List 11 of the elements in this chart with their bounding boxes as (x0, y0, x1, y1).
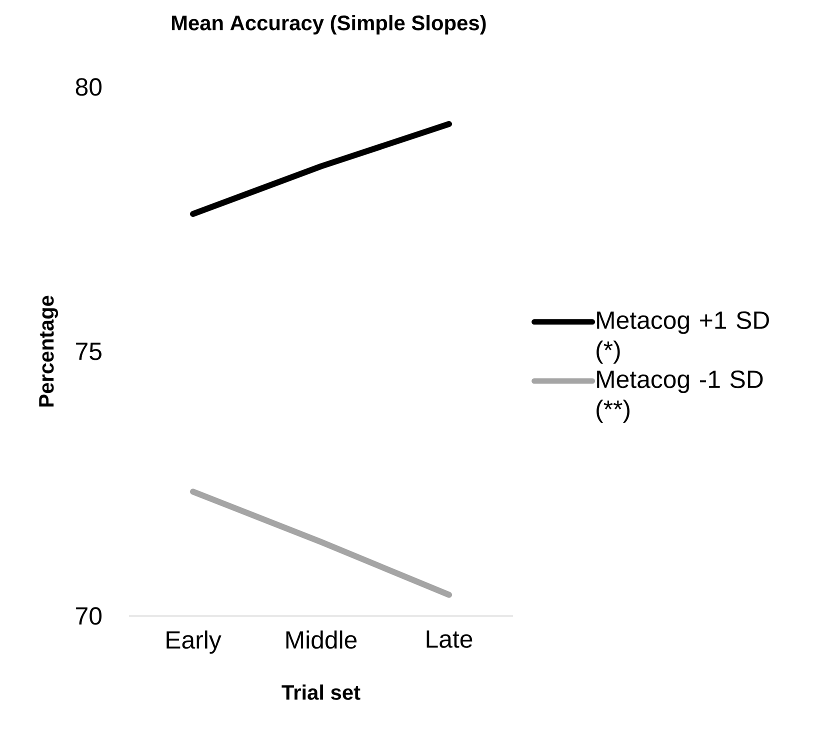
x-tick-label: Early (166, 630, 222, 654)
y-tick-label: 80 (76, 78, 102, 96)
x-tick-label: Late (426, 630, 472, 648)
legend-label: Metacog -1 SD (**) (596, 370, 763, 423)
x-tick-label: Middle (286, 630, 357, 649)
y-tick-label: 75 (76, 342, 102, 360)
legend-label: Metacog +1 SD (*) (596, 311, 769, 364)
chart-title: Mean Accuracy (Simple Slopes) (172, 15, 486, 35)
y-tick-label: 70 (76, 607, 102, 625)
x-axis-title: Trial set (282, 684, 360, 700)
y-axis-title: Percentage (39, 296, 58, 406)
